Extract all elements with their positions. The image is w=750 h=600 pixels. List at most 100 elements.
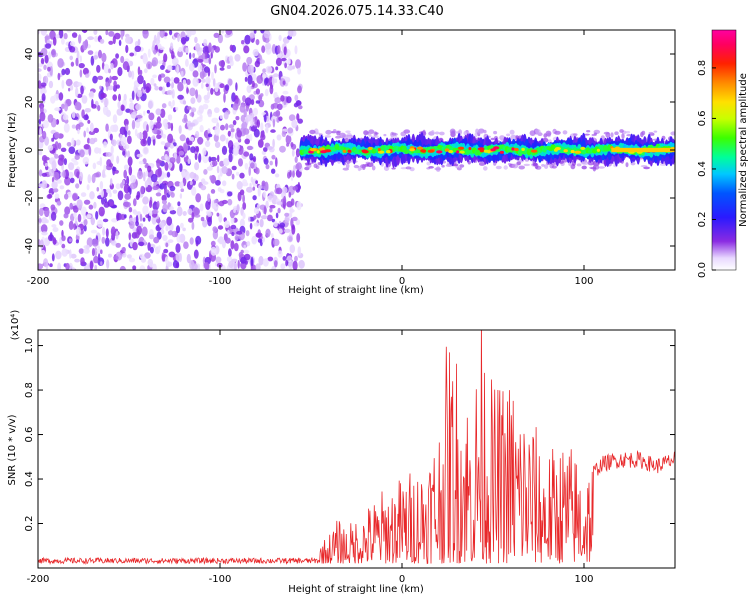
noise-blob — [92, 162, 97, 170]
noise-blob — [265, 228, 271, 238]
noise-blob — [121, 253, 127, 258]
noise-blob — [68, 238, 72, 243]
noise-blob — [241, 241, 248, 249]
halo-blob — [366, 131, 370, 135]
noise-blob — [70, 41, 76, 47]
noise-blob — [51, 160, 57, 171]
noise-blob — [197, 64, 203, 73]
noise-blob — [164, 154, 168, 161]
noise-blob — [112, 189, 118, 194]
halo-blob — [353, 164, 359, 169]
noise-blob — [94, 147, 100, 154]
noise-blob — [44, 54, 49, 64]
noise-blob — [279, 145, 286, 153]
noise-blob — [288, 191, 292, 198]
noise-blob — [221, 30, 224, 34]
noise-blob — [110, 124, 117, 133]
colorbar-tick-label: 0.4 — [697, 161, 708, 177]
noise-blob — [136, 211, 142, 217]
noise-blob — [153, 83, 157, 87]
noise-blob — [88, 91, 95, 99]
halo-blob — [345, 163, 350, 169]
noise-blob — [218, 236, 224, 245]
noise-blob — [271, 76, 275, 86]
noise-blob — [230, 132, 234, 139]
noise-blob — [137, 38, 141, 46]
noise-blob — [180, 70, 184, 78]
noise-blob — [207, 91, 211, 100]
noise-blob — [130, 111, 137, 119]
hot-spot — [483, 149, 489, 153]
noise-blob — [233, 142, 240, 152]
noise-blob — [296, 113, 300, 121]
noise-blob — [38, 63, 44, 68]
spectrogram-ylabel: Frequency (Hz) — [7, 112, 18, 188]
noise-blob — [119, 265, 126, 270]
noise-blob — [224, 84, 230, 91]
noise-blob — [249, 153, 254, 161]
noise-blob — [89, 137, 96, 145]
noise-blob — [152, 74, 158, 79]
noise-blob — [204, 140, 211, 148]
noise-blob — [191, 186, 197, 196]
halo-blob — [434, 167, 442, 171]
halo-blob — [374, 132, 379, 135]
noise-blob — [64, 206, 71, 215]
noise-blob — [284, 62, 287, 69]
hot-spot — [554, 147, 561, 151]
halo-blob — [625, 130, 631, 134]
halo-blob — [445, 164, 453, 167]
halo-blob — [576, 163, 582, 167]
hot-spot — [499, 150, 504, 154]
noise-blob — [253, 207, 260, 215]
noise-blob — [76, 171, 80, 179]
noise-blob — [100, 249, 103, 255]
noise-blob — [214, 126, 220, 136]
noise-blob — [74, 216, 78, 227]
noise-blob — [71, 124, 76, 129]
noise-blob — [269, 85, 274, 95]
noise-blob — [53, 237, 56, 245]
noise-blob — [38, 239, 41, 246]
hot-spot — [456, 150, 460, 154]
noise-blob — [293, 165, 296, 172]
noise-blob — [164, 142, 171, 148]
noise-blob — [297, 246, 302, 256]
noise-blob — [225, 30, 233, 35]
noise-blob — [65, 78, 73, 87]
noise-blob — [244, 162, 249, 170]
noise-blob — [80, 206, 87, 216]
noise-blob — [281, 130, 287, 138]
noise-blob — [195, 130, 200, 139]
noise-blob — [98, 147, 102, 155]
noise-blob — [67, 171, 74, 178]
noise-blob — [275, 157, 278, 168]
noise-blob — [284, 212, 290, 217]
noise-blob — [40, 82, 47, 87]
noise-blob — [54, 131, 60, 139]
noise-blob — [225, 123, 229, 131]
noise-blob — [186, 140, 193, 146]
noise-blob — [161, 194, 167, 202]
noise-blob — [179, 234, 185, 242]
colorbar-tick-label: 0.6 — [697, 110, 708, 126]
noise-blob — [216, 165, 220, 174]
noise-blob — [261, 180, 266, 187]
noise-blob — [75, 139, 81, 146]
noise-blob — [274, 173, 280, 178]
noise-blob — [84, 108, 92, 113]
noise-blob — [91, 173, 96, 184]
noise-blob — [207, 113, 212, 118]
noise-blob — [135, 119, 141, 129]
halo-blob — [366, 162, 374, 168]
noise-blob — [179, 252, 182, 263]
noise-blob — [93, 255, 99, 264]
noise-blob — [95, 210, 99, 220]
noise-blob — [140, 185, 145, 195]
noise-blob — [119, 126, 126, 135]
noise-blob — [189, 136, 195, 142]
noise-blob — [212, 78, 216, 87]
spectrogram-xlabel: Height of straight line (km) — [288, 285, 424, 296]
noise-blob — [112, 166, 117, 172]
